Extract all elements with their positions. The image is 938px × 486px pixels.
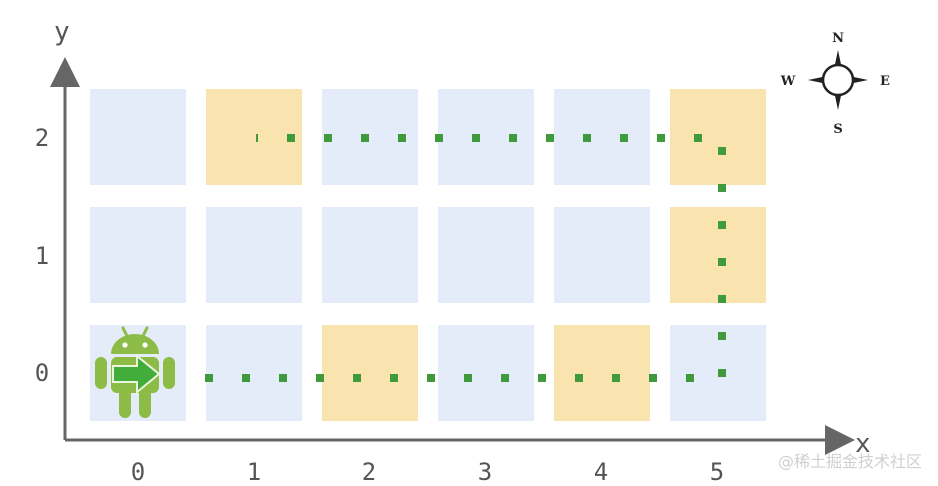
android-robot-icon (95, 326, 175, 418)
grid-cell (206, 325, 302, 421)
compass-west-label: W (780, 74, 796, 89)
grid-cell (90, 207, 186, 303)
y-tick-label: 1 (35, 242, 49, 270)
x-tick-label: 1 (247, 458, 261, 486)
compass-north-label: N (832, 31, 844, 46)
x-tick-label: 3 (478, 458, 492, 486)
path-segment (205, 134, 726, 382)
x-tick-label: 2 (362, 458, 376, 486)
compass-icon: N S E W (780, 31, 890, 137)
grid-cell (438, 207, 534, 303)
grid-cells (90, 89, 766, 421)
grid-cell (554, 207, 650, 303)
grid-cell-highlighted (554, 325, 650, 421)
arrow-right-icon (112, 353, 161, 395)
y-axis-label: y (54, 17, 70, 47)
y-tick-label: 0 (35, 359, 49, 387)
x-tick-label: 0 (131, 458, 145, 486)
x-tick-labels: 0 1 2 3 4 5 (131, 458, 724, 486)
grid-cell-highlighted (670, 89, 766, 185)
robot-path (205, 134, 726, 382)
y-tick-labels: 0 1 2 (35, 124, 49, 387)
grid-cell-highlighted (322, 325, 418, 421)
grid-cell (90, 89, 186, 185)
grid-cell (322, 207, 418, 303)
compass-east-label: E (880, 74, 890, 89)
grid-cell (206, 207, 302, 303)
y-tick-label: 2 (35, 124, 49, 152)
grid-cell-highlighted (206, 89, 302, 185)
watermark: @稀土掘金技术社区 (777, 452, 922, 471)
grid-cell (554, 89, 650, 185)
grid-cell (438, 325, 534, 421)
compass-south-label: S (833, 122, 842, 137)
x-tick-label: 4 (594, 458, 608, 486)
x-tick-label: 5 (710, 458, 724, 486)
x-axis-label: x (855, 429, 871, 459)
grid-cell (438, 89, 534, 185)
